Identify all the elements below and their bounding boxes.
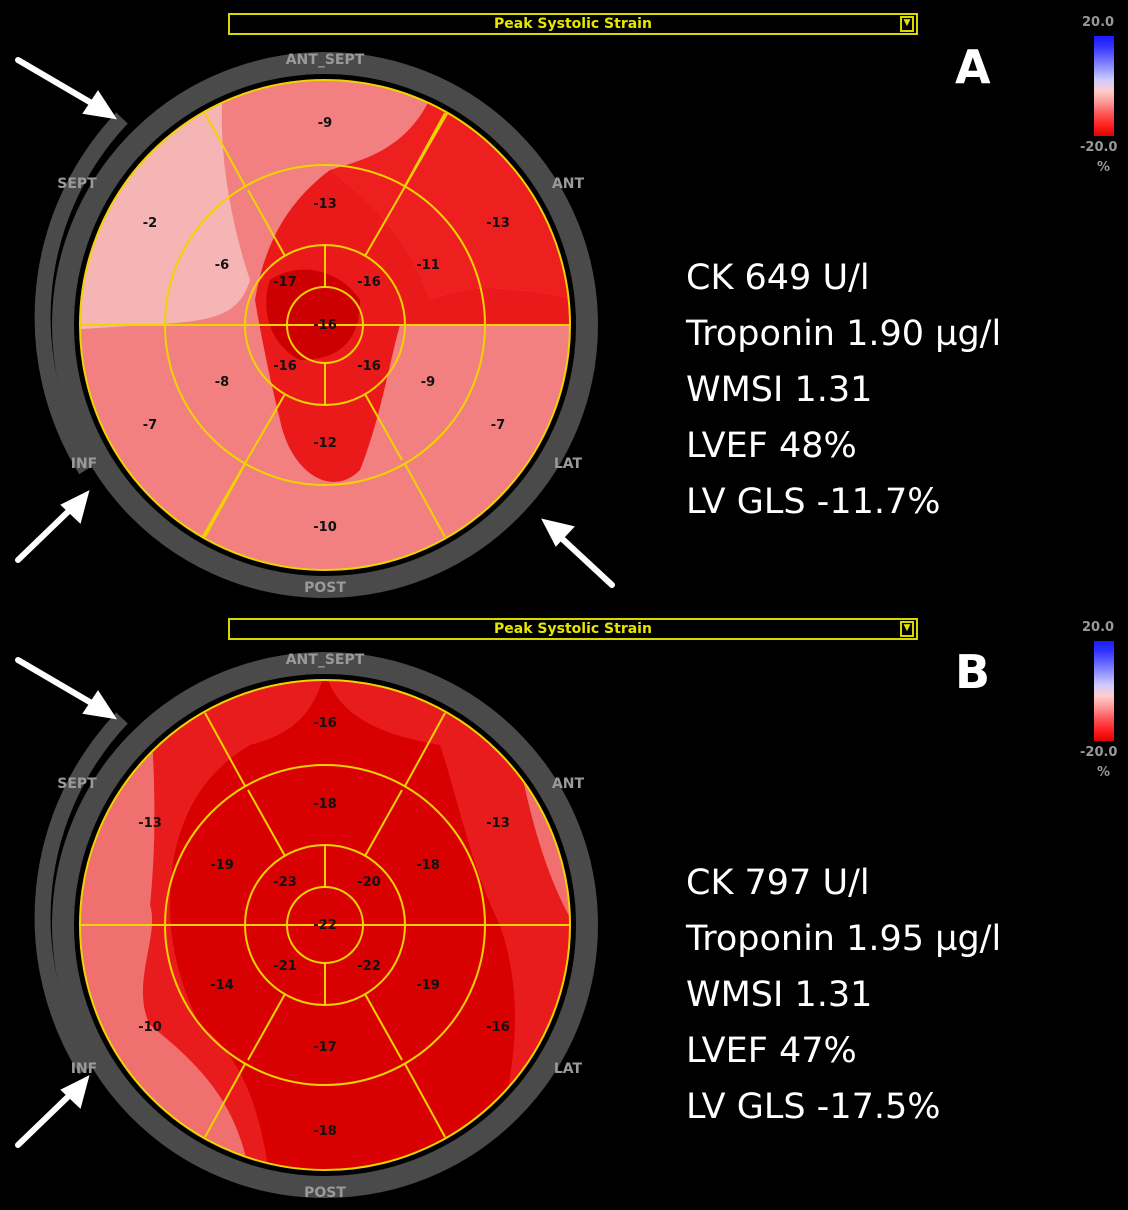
wall-label-ant-sept: ANT_SEPT	[286, 52, 365, 68]
outer-ring	[52, 52, 598, 598]
wall-label-lat: LAT	[554, 456, 583, 472]
scale-max-label: 20.0	[1082, 620, 1115, 635]
segment-value: -22	[357, 959, 381, 974]
outer-ring-arc	[34, 712, 128, 1075]
segment-value: -9	[421, 375, 435, 390]
stat-lvef: LVEF 48%	[686, 426, 857, 466]
segment-value: -11	[416, 258, 440, 273]
segment-value: -9	[318, 116, 332, 131]
arrow-icons	[15, 657, 118, 1148]
stat-ck: CK 649 U/l	[686, 258, 870, 298]
segment-value-apex: -16	[313, 318, 337, 333]
stat-lvef: LVEF 47%	[686, 1031, 857, 1071]
scale-min-label: -20.0	[1080, 140, 1118, 155]
wall-label-sept: SEPT	[57, 776, 97, 792]
segment-value: -16	[357, 359, 381, 374]
scale-unit-label: %	[1097, 160, 1111, 175]
segment-value: -7	[143, 418, 157, 433]
segment-value: -16	[273, 359, 297, 374]
wall-label-ant: ANT	[552, 176, 585, 192]
segment-value: -14	[210, 978, 234, 993]
wall-label-inf: INF	[71, 456, 98, 472]
stat-troponin: Troponin 1.95 µg/l	[686, 919, 1002, 959]
segment-value: -19	[416, 978, 440, 993]
dropdown-arrow-icon[interactable]: ▼	[900, 16, 914, 32]
panel-letter: B	[955, 645, 991, 699]
color-scale-bar	[1094, 36, 1114, 136]
segment-value: -13	[486, 216, 510, 231]
stat-lv-gls: LV GLS -11.7%	[686, 482, 941, 522]
wall-label-post: POST	[304, 1185, 346, 1201]
panel-a: Peak Systolic Strain ▼	[15, 13, 1118, 598]
stat-lv-gls: LV GLS -17.5%	[686, 1087, 941, 1127]
strain-title: Peak Systolic Strain	[494, 16, 652, 32]
wall-label-lat: LAT	[554, 1061, 583, 1077]
segment-value: -10	[138, 1020, 162, 1035]
panel-b: Peak Systolic Strain ▼	[0, 605, 1128, 1210]
segment-value: -16	[313, 716, 337, 731]
scale-max-label: 20.0	[1082, 15, 1115, 30]
strain-title-bar[interactable]: Peak Systolic Strain ▼	[228, 13, 918, 35]
lab-stats: CK 797 U/l Troponin 1.95 µg/l WMSI 1.31 …	[686, 855, 1001, 1135]
segment-grid	[79, 679, 571, 1171]
scale-min-label: -20.0	[1080, 745, 1118, 760]
stat-troponin: Troponin 1.90 µg/l	[686, 314, 1002, 354]
arrow-icons	[15, 57, 615, 588]
segment-value: -21	[273, 959, 297, 974]
segment-value: -20	[357, 875, 381, 890]
wall-label-inf: INF	[71, 1061, 98, 1077]
wall-label-ant: ANT	[552, 776, 585, 792]
wall-label-sept: SEPT	[57, 176, 97, 192]
segment-value: -10	[313, 520, 337, 535]
segment-value: -19	[210, 858, 234, 873]
segment-value: -13	[313, 197, 337, 212]
stat-wmsi: WMSI 1.31	[686, 975, 873, 1015]
stat-ck: CK 797 U/l	[686, 863, 870, 903]
scale-unit-label: %	[1097, 765, 1111, 780]
segment-value: -23	[273, 875, 297, 890]
lab-stats: CK 649 U/l Troponin 1.90 µg/l WMSI 1.31 …	[686, 250, 1001, 530]
segment-value-apex: -22	[313, 918, 337, 933]
strain-title-bar[interactable]: Peak Systolic Strain ▼	[228, 618, 918, 640]
wall-label-post: POST	[304, 580, 346, 596]
panel-letter: A	[955, 40, 991, 94]
dropdown-arrow-icon[interactable]: ▼	[900, 621, 914, 637]
segment-value: -6	[215, 258, 229, 273]
outer-ring	[52, 652, 598, 1198]
segment-value: -17	[273, 275, 297, 290]
segment-value: -18	[416, 858, 440, 873]
segment-value: -17	[313, 1040, 337, 1055]
strain-title: Peak Systolic Strain	[494, 621, 652, 637]
segment-grid	[79, 79, 571, 571]
segment-value: -13	[138, 816, 162, 831]
outer-ring-arc	[34, 112, 128, 475]
color-scale-bar	[1094, 641, 1114, 741]
segment-value: -2	[143, 216, 157, 231]
stat-wmsi: WMSI 1.31	[686, 370, 873, 410]
segment-value: -18	[313, 1124, 337, 1139]
wall-label-ant-sept: ANT_SEPT	[286, 652, 365, 668]
segment-value: -7	[491, 418, 505, 433]
bullseye-plot-a: -9 -13 -7 -10 -7 -2 -13 -11 -9 -12 -8 -6…	[15, 52, 615, 598]
bullseye-plot-b: -16 -13 -16 -18 -10 -13 -18 -18 -19 -17 …	[15, 652, 598, 1201]
segment-value: -16	[357, 275, 381, 290]
segment-value: -12	[313, 436, 337, 451]
segment-value: -18	[313, 797, 337, 812]
segment-value: -16	[486, 1020, 510, 1035]
segment-value: -8	[215, 375, 229, 390]
segment-value: -13	[486, 816, 510, 831]
